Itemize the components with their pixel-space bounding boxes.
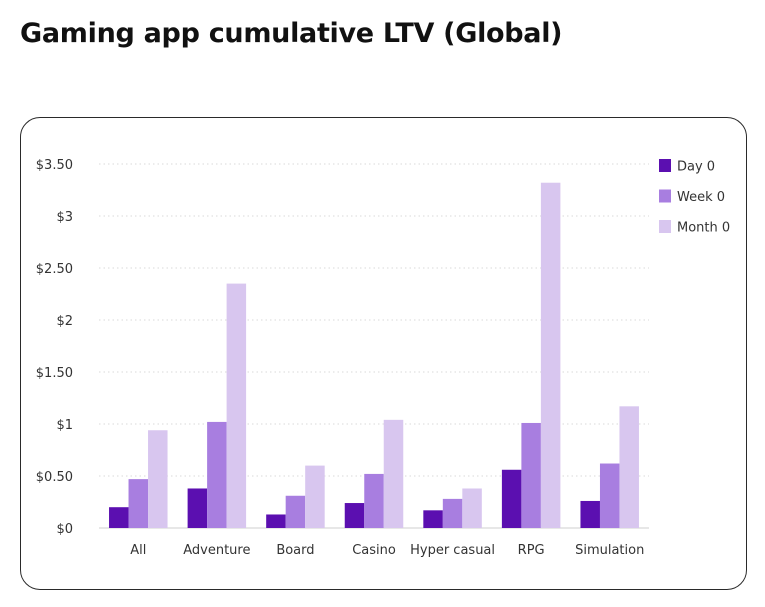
gridlines — [99, 163, 649, 529]
bar-chart: $0 $0.50 $1 $1.50 $2 $2.50 $3 $3.50 All Adventur… — [36, 158, 730, 558]
bar-casino-day-0 — [344, 503, 365, 528]
bar-board-month-0 — [305, 465, 325, 528]
legend-swatch — [659, 159, 671, 172]
bar-adventure-week-0 — [207, 421, 227, 528]
bar-hyper-casual-day-0 — [423, 510, 443, 528]
bar-rpg-month-0 — [540, 182, 561, 528]
bars — [109, 182, 639, 528]
bar-board-week-0 — [285, 495, 306, 528]
x-tick-label: Casino — [352, 543, 396, 558]
bar-all-month-0 — [148, 430, 168, 528]
x-tick-label: Simulation — [575, 543, 644, 558]
bar-simulation-day-0 — [580, 500, 600, 528]
bar-adventure-day-0 — [187, 488, 208, 528]
bar-board-day-0 — [266, 514, 286, 528]
y-tick-label: $0 — [56, 522, 73, 537]
bar-hyper-casual-week-0 — [442, 498, 463, 528]
x-tick-label: Hyper casual — [410, 543, 495, 558]
bar-hyper-casual-month-0 — [462, 488, 482, 528]
bar-all-week-0 — [128, 479, 149, 528]
x-axis-ticks: All Adventure Board Casino Hyper casual RPG Si… — [130, 543, 644, 558]
bar-all-day-0 — [109, 507, 129, 528]
y-tick-label: $1 — [56, 418, 73, 433]
y-tick-label: $2 — [56, 314, 73, 329]
bar-rpg-week-0 — [521, 422, 541, 528]
legend: Day 0 Week 0 Month 0 — [659, 159, 730, 236]
x-tick-label: Board — [276, 543, 314, 558]
legend-label: Day 0 — [677, 160, 715, 175]
x-tick-label: RPG — [518, 543, 545, 558]
x-tick-label: Adventure — [183, 543, 250, 558]
legend-label: Week 0 — [677, 190, 725, 205]
bar-rpg-day-0 — [501, 469, 522, 528]
y-tick-label: $2.50 — [36, 262, 73, 277]
bar-simulation-month-0 — [619, 406, 639, 528]
x-tick-label: All — [130, 543, 146, 558]
legend-swatch — [659, 220, 671, 233]
bar-casino-month-0 — [383, 419, 404, 528]
y-axis-ticks: $0 $0.50 $1 $1.50 $2 $2.50 $3 $3.50 — [36, 158, 73, 537]
bar-simulation-week-0 — [599, 463, 620, 528]
legend-label: Month 0 — [677, 221, 730, 236]
y-tick-label: $3.50 — [36, 158, 73, 173]
y-tick-label: $3 — [56, 210, 73, 225]
page-title: Gaming app cumulative LTV (Global) — [20, 18, 563, 49]
chart-card: $0 $0.50 $1 $1.50 $2 $2.50 $3 $3.50 All Adventur… — [20, 117, 747, 590]
bar-adventure-month-0 — [226, 283, 247, 528]
y-tick-label: $1.50 — [36, 366, 73, 381]
bar-casino-week-0 — [364, 473, 384, 528]
y-tick-label: $0.50 — [36, 470, 73, 485]
legend-swatch — [659, 189, 671, 203]
